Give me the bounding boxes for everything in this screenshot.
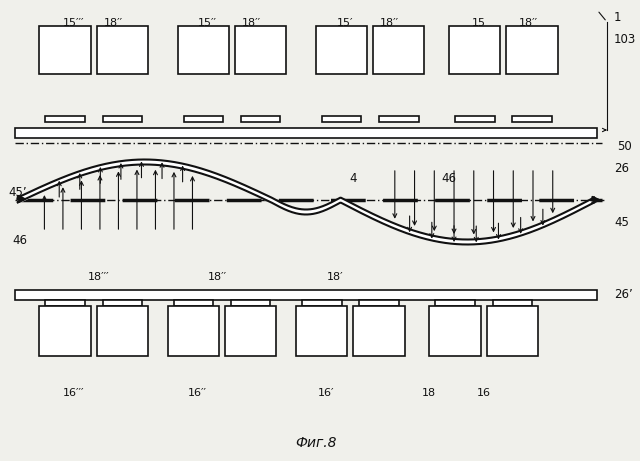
Bar bbox=[493, 300, 532, 306]
Bar bbox=[173, 300, 213, 306]
Text: 16′′′: 16′′′ bbox=[63, 388, 84, 398]
Text: 15′: 15′ bbox=[337, 18, 354, 28]
Bar bbox=[241, 116, 280, 122]
Text: 26: 26 bbox=[614, 161, 629, 175]
Bar bbox=[302, 300, 342, 306]
Bar bbox=[97, 26, 148, 74]
Bar bbox=[102, 300, 142, 306]
Bar bbox=[225, 306, 276, 356]
Text: 4: 4 bbox=[349, 171, 357, 184]
Text: 26’: 26’ bbox=[614, 289, 633, 301]
Text: 15: 15 bbox=[472, 18, 486, 28]
Text: 103: 103 bbox=[614, 34, 636, 47]
Text: Фиг.8: Фиг.8 bbox=[295, 436, 337, 450]
Text: 46: 46 bbox=[442, 171, 456, 184]
Bar bbox=[435, 300, 475, 306]
Bar bbox=[359, 300, 399, 306]
Text: 18′′′: 18′′′ bbox=[88, 272, 109, 282]
Bar bbox=[97, 306, 148, 356]
Bar bbox=[102, 116, 142, 122]
Bar bbox=[373, 26, 424, 74]
Bar bbox=[40, 306, 91, 356]
Text: 18′′: 18′′ bbox=[518, 18, 538, 28]
Bar bbox=[506, 26, 557, 74]
Text: 16: 16 bbox=[477, 388, 491, 398]
Text: 18: 18 bbox=[422, 388, 436, 398]
Text: 16′: 16′ bbox=[317, 388, 334, 398]
Text: 46: 46 bbox=[12, 234, 28, 247]
Text: 18′′: 18′′ bbox=[242, 18, 261, 28]
Bar bbox=[322, 116, 361, 122]
Text: 18′′: 18′′ bbox=[207, 272, 227, 282]
Bar bbox=[184, 116, 223, 122]
Bar bbox=[40, 26, 91, 74]
Bar bbox=[178, 26, 229, 74]
Text: 18′: 18′ bbox=[327, 272, 344, 282]
Text: 45’: 45’ bbox=[8, 185, 26, 199]
Bar bbox=[449, 26, 500, 74]
Text: 15′′: 15′′ bbox=[198, 18, 217, 28]
Text: 1: 1 bbox=[614, 12, 621, 24]
Bar bbox=[231, 300, 271, 306]
Text: 50: 50 bbox=[617, 141, 632, 154]
Bar bbox=[15, 290, 597, 300]
Bar bbox=[486, 306, 538, 356]
Bar bbox=[235, 26, 286, 74]
Bar bbox=[168, 306, 219, 356]
Bar bbox=[353, 306, 404, 356]
Bar bbox=[296, 306, 348, 356]
Bar bbox=[512, 116, 552, 122]
Bar bbox=[429, 306, 481, 356]
FancyBboxPatch shape bbox=[15, 128, 597, 138]
Bar bbox=[45, 116, 85, 122]
Bar bbox=[455, 116, 495, 122]
Bar bbox=[45, 300, 85, 306]
Bar bbox=[379, 116, 419, 122]
Bar bbox=[316, 26, 367, 74]
Text: 16′′: 16′′ bbox=[188, 388, 207, 398]
Text: 15′′′: 15′′′ bbox=[63, 18, 84, 28]
Text: 18′′: 18′′ bbox=[104, 18, 123, 28]
Text: 18′′: 18′′ bbox=[380, 18, 399, 28]
Text: 45: 45 bbox=[614, 215, 629, 229]
